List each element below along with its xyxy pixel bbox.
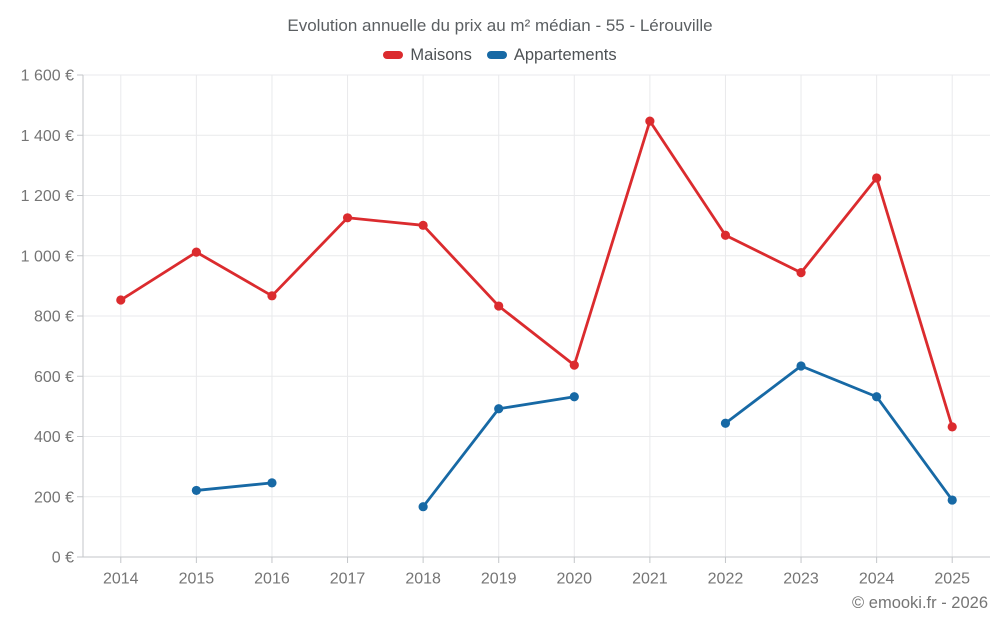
legend-swatch-appartements <box>486 51 507 59</box>
data-point-maisons-2024 <box>872 173 882 183</box>
x-axis-tick-label: 2021 <box>632 571 668 588</box>
data-point-maisons-2022 <box>720 230 731 240</box>
legend-item-maisons: Maisons <box>383 45 472 65</box>
y-axis-tick-label: 0 € <box>52 550 74 567</box>
data-point-appartements-2023 <box>796 361 806 371</box>
series-line-appartements <box>194 481 274 492</box>
x-axis-tick-label: 2024 <box>859 571 895 588</box>
series-line-appartements <box>724 364 954 502</box>
y-axis-tick-label: 1 600 € <box>21 68 74 85</box>
y-axis-tick-label: 200 € <box>34 489 74 506</box>
data-point-appartements-2018 <box>418 502 428 512</box>
data-point-maisons-2020 <box>569 360 579 370</box>
x-axis-tick-label: 2022 <box>708 571 744 588</box>
chart-title: Evolution annuelle du prix au m² médian … <box>287 16 713 35</box>
data-point-appartements-2015 <box>191 485 201 496</box>
x-axis-tick-label: 2025 <box>934 571 970 588</box>
data-point-maisons-2017 <box>342 213 353 223</box>
credit-text: © emooki.fr - 2026 <box>852 594 988 612</box>
x-axis-tick-label: 2019 <box>481 571 517 588</box>
chart-legend: Maisons Appartements <box>0 45 1000 65</box>
data-point-maisons-2019 <box>494 301 504 311</box>
x-axis-tick-label: 2014 <box>103 571 139 588</box>
y-axis-tick-label: 1 000 € <box>21 248 74 265</box>
x-axis-tick-label: 2016 <box>254 571 290 588</box>
y-axis-tick-label: 1 400 € <box>21 128 74 145</box>
legend-swatch-maisons <box>383 51 404 59</box>
data-point-appartements-2022 <box>720 418 731 428</box>
data-point-maisons-2021 <box>645 116 655 126</box>
data-point-maisons-2025 <box>947 422 957 432</box>
data-point-maisons-2016 <box>267 291 277 301</box>
data-point-maisons-2023 <box>796 268 806 278</box>
y-axis-tick-label: 1 200 € <box>21 188 74 205</box>
y-axis-tick-label: 400 € <box>34 429 74 446</box>
x-axis-tick-label: 2018 <box>405 571 441 588</box>
legend-label-maisons: Maisons <box>410 45 472 64</box>
series-line-maisons <box>119 119 954 429</box>
data-point-appartements-2019 <box>494 404 504 414</box>
data-point-maisons-2014 <box>116 295 126 305</box>
x-axis-tick-label: 2017 <box>330 571 366 588</box>
data-point-maisons-2015 <box>191 247 201 257</box>
y-axis-tick-label: 800 € <box>34 309 74 326</box>
x-axis-tick-label: 2023 <box>783 571 819 588</box>
y-axis-tick-label: 600 € <box>34 369 74 386</box>
legend-label-appartements: Appartements <box>513 45 617 64</box>
x-axis-tick-label: 2020 <box>556 571 592 588</box>
data-point-maisons-2018 <box>418 220 428 230</box>
data-point-appartements-2016 <box>267 478 277 488</box>
legend-item-appartements: Appartements <box>486 45 617 65</box>
x-axis-tick-label: 2015 <box>179 571 215 588</box>
data-point-appartements-2024 <box>872 392 882 402</box>
data-point-appartements-2025 <box>947 495 957 505</box>
data-point-appartements-2020 <box>569 392 579 402</box>
